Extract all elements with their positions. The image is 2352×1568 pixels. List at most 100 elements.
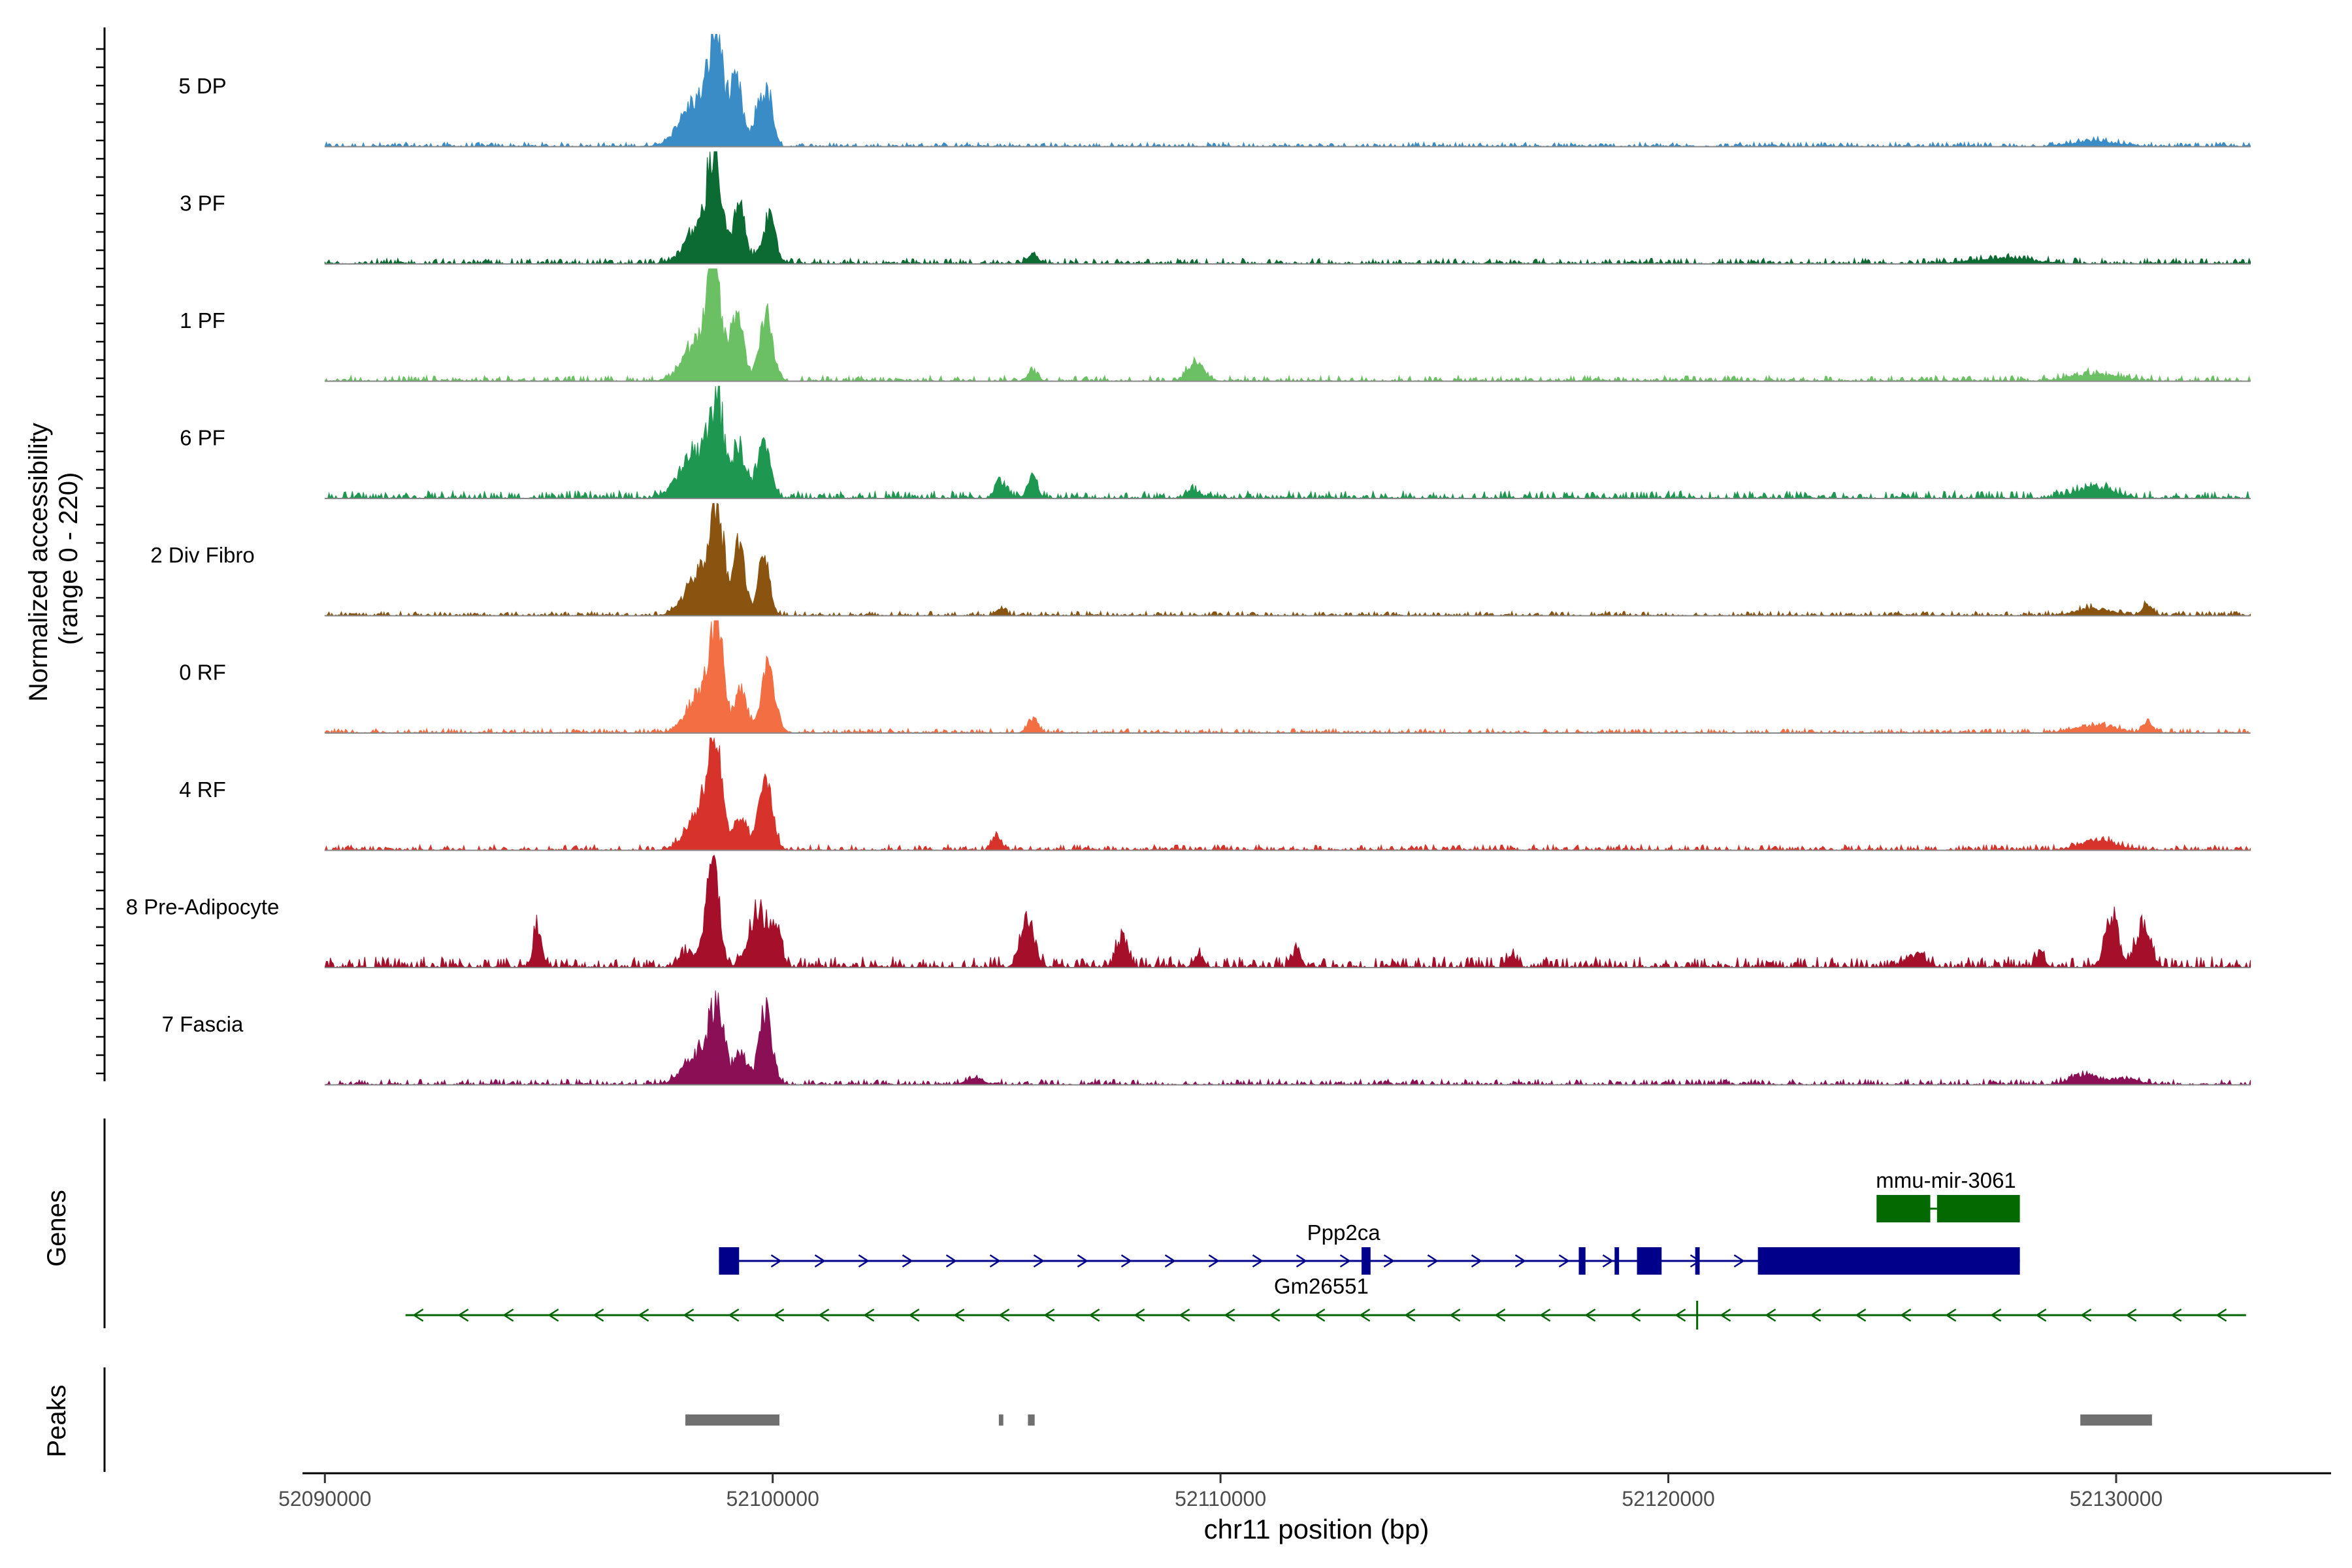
strand-arrow — [1900, 1308, 1912, 1322]
peak-region — [2080, 1414, 2152, 1426]
strand-arrow — [1733, 1254, 1745, 1268]
track-3-pf: 3 PF — [180, 151, 2251, 265]
track-label-7-fascia: 7 Fascia — [162, 1012, 244, 1036]
strand-arrow — [1427, 1254, 1439, 1268]
strand-arrow — [770, 1254, 782, 1268]
coverage-y-axis-label-line2: (range 0 - 220) — [54, 472, 83, 645]
strand-arrow — [1720, 1308, 1731, 1322]
strand-arrow — [2215, 1308, 2227, 1322]
strand-arrow — [1179, 1308, 1190, 1322]
strand-arrow — [1449, 1308, 1461, 1322]
strand-arrow — [1558, 1254, 1570, 1268]
strand-arrow — [858, 1254, 870, 1268]
strand-arrow — [1088, 1308, 1100, 1322]
track-label-6-pf: 6 PF — [180, 426, 225, 450]
strand-arrow — [773, 1308, 785, 1322]
strand-arrow — [814, 1254, 826, 1268]
coverage-area-7-fascia — [324, 990, 2251, 1086]
gene-ppp2ca: Ppp2ca — [719, 1220, 2020, 1275]
gene-exon — [1936, 1195, 2020, 1222]
strand-arrow — [908, 1308, 920, 1322]
strand-arrow — [1033, 1254, 1045, 1268]
peaks-y-axis-label: Peaks — [42, 1384, 71, 1457]
gene-exon — [1695, 1247, 1700, 1275]
coverage-area-6-pf — [324, 385, 2251, 500]
track-7-fascia: 7 Fascia — [162, 990, 2251, 1086]
track-label-2-div-fibro: 2 Div Fibro — [150, 543, 255, 567]
strand-arrow — [1990, 1308, 2002, 1322]
strand-arrow — [547, 1308, 559, 1322]
strand-arrow — [1494, 1308, 1506, 1322]
strand-arrow — [1602, 1254, 1614, 1268]
gene-exon — [1614, 1247, 1620, 1275]
strand-arrow — [863, 1308, 875, 1322]
coverage-tracks: 5 DP 3 PF 1 PF 6 PF 2 Div Fibro 0 RF 4 RF 8 Pre… — [96, 27, 2251, 1086]
peaks-track — [103, 1367, 2152, 1472]
strand-arrow — [945, 1254, 957, 1268]
strand-arrow — [457, 1308, 469, 1322]
x-tick-label: 52100000 — [727, 1487, 819, 1511]
coverage-y-axis-label: Normalized accessibility (range 0 - 220) — [24, 416, 83, 702]
x-tick-label: 52110000 — [1175, 1487, 1266, 1511]
strand-arrow — [1855, 1308, 1867, 1322]
track-label-0-rf: 0 RF — [179, 661, 226, 685]
gene-label-gm26551: Gm26551 — [1274, 1274, 1369, 1298]
strand-arrow — [1383, 1254, 1395, 1268]
strand-arrow — [998, 1308, 1010, 1322]
strand-arrow — [502, 1308, 514, 1322]
strand-arrow — [1810, 1308, 1821, 1322]
genes-y-axis-label: Genes — [42, 1190, 71, 1267]
x-tick-label: 52090000 — [278, 1487, 371, 1511]
x-tick-label: 52120000 — [1622, 1487, 1714, 1511]
strand-arrow — [1539, 1308, 1551, 1322]
gene-exon — [1578, 1247, 1586, 1275]
strand-arrow — [1471, 1254, 1482, 1268]
strand-arrow — [638, 1308, 649, 1322]
x-tick-label: 52130000 — [2070, 1487, 2163, 1511]
coverage-area-0-rf — [324, 620, 2251, 734]
gene-exon — [719, 1247, 740, 1275]
gene-label-ppp2ca: Ppp2ca — [1307, 1220, 1381, 1245]
track-4-rf: 4 RF — [179, 738, 2251, 852]
strand-arrow — [683, 1308, 694, 1322]
coverage-area-8-pre-adipocyte — [324, 854, 2251, 969]
peak-region — [685, 1414, 779, 1426]
strand-arrow — [1208, 1254, 1220, 1268]
strand-arrow — [1134, 1308, 1145, 1322]
strand-arrow — [1077, 1254, 1088, 1268]
strand-arrow — [1296, 1254, 1307, 1268]
coverage-y-axis-label-line1: Normalized accessibility — [24, 423, 53, 702]
track-1-pf: 1 PF — [180, 269, 2251, 383]
strand-arrow — [1164, 1254, 1176, 1268]
strand-arrow — [1359, 1308, 1371, 1322]
strand-arrow — [1765, 1308, 1776, 1322]
strand-arrow — [728, 1308, 740, 1322]
strand-arrow — [1043, 1308, 1055, 1322]
strand-arrow — [989, 1254, 1001, 1268]
track-label-1-pf: 1 PF — [180, 308, 225, 333]
x-axis: 52090000 52100000 52110000 52120000 52130000 — [278, 1472, 2331, 1511]
track-label-8-pre-adipocyte: 8 Pre-Adipocyte — [126, 895, 280, 919]
track-label-5-dp: 5 DP — [178, 74, 226, 98]
track-6-pf: 6 PF — [180, 385, 2251, 500]
strand-arrow — [2125, 1308, 2137, 1322]
gene-exon — [1757, 1247, 2020, 1275]
x-axis-title: chr11 position (bp) — [1204, 1514, 1429, 1544]
strand-arrow — [953, 1308, 965, 1322]
gene-exon — [1876, 1195, 1931, 1222]
strand-arrow — [818, 1308, 830, 1322]
peak-region — [998, 1414, 1004, 1426]
strand-arrow — [2035, 1308, 2047, 1322]
coverage-area-4-rf — [324, 738, 2251, 852]
peak-region — [1028, 1414, 1035, 1426]
coverage-area-1-pf — [324, 269, 2251, 383]
gene-mmu-mir-3061: mmu-mir-3061 — [1876, 1168, 2020, 1222]
strand-arrow — [1224, 1308, 1235, 1322]
strand-arrow — [2080, 1308, 2092, 1322]
strand-arrow — [1314, 1308, 1326, 1322]
coverage-area-3-pf — [324, 151, 2251, 265]
gene-exon — [1637, 1247, 1662, 1275]
strand-arrow — [1252, 1254, 1264, 1268]
track-2-div-fibro: 2 Div Fibro — [150, 502, 2251, 617]
